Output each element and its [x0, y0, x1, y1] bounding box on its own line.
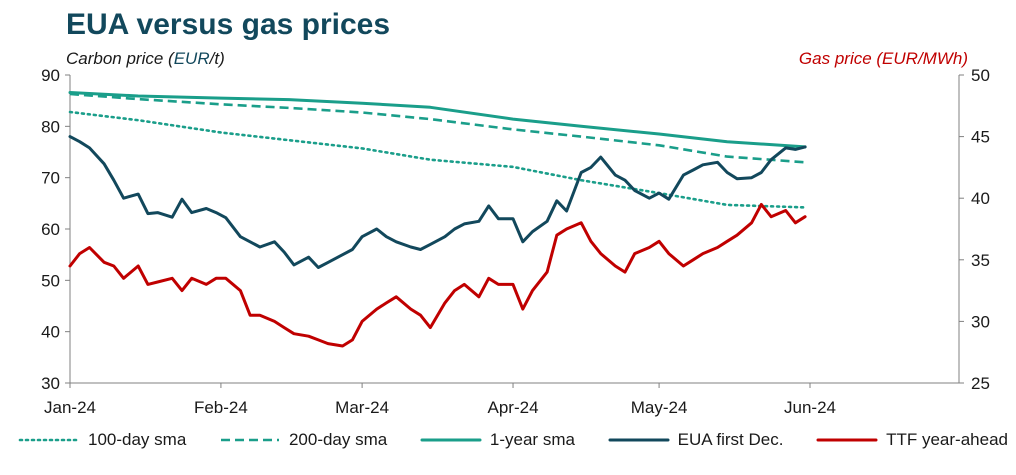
- left-tick-label: 90: [41, 66, 60, 85]
- legend-label: 100-day sma: [88, 430, 187, 449]
- legend-label: EUA first Dec.: [677, 430, 784, 449]
- series-line-200-day-sma: [69, 92, 806, 164]
- legend-label: 200-day sma: [288, 430, 388, 449]
- series-line-100-day-sma: [68, 110, 807, 209]
- legend: 100-day sma 200-day sma 1-year sma EUA firs…: [18, 430, 1008, 450]
- x-tick-label: Mar-24: [335, 398, 389, 417]
- left-axis-title: Carbon price (EUR/t): [66, 49, 225, 69]
- legend-swatch: [608, 438, 670, 442]
- legend-swatch: [420, 438, 482, 442]
- left-axis-title-suffix: /t): [209, 49, 225, 68]
- series-line-1-year-sma: [68, 91, 807, 149]
- legend-label: 1-year sma: [489, 430, 575, 449]
- legend-item: 1-year sma: [420, 430, 575, 450]
- legend-swatch: [18, 438, 80, 442]
- left-tick-label: 60: [41, 220, 60, 239]
- right-axis-title: Gas price (EUR/MWh): [798, 49, 968, 68]
- legend-swatch: [816, 438, 878, 442]
- legend-item: 100-day sma: [18, 430, 186, 450]
- plot-area: 30 40 50 60 70 80 90 25 30 35 40 45 50 Jan-24 Feb-24 Ma…: [41, 66, 990, 417]
- right-tick-label: 45: [971, 128, 990, 147]
- x-tick-label: Jun-24: [784, 398, 836, 417]
- legend-swatch: [220, 438, 279, 442]
- left-tick-label: 70: [41, 169, 60, 188]
- left-axis-title-unit: EUR: [173, 49, 210, 68]
- right-tick-label: 35: [971, 251, 990, 270]
- legend-item: EUA first Dec.: [608, 430, 784, 450]
- legend-item: TTF year-ahead: [816, 430, 1008, 450]
- x-tick-label: Jan-24: [44, 398, 96, 417]
- series-layer: [68, 91, 807, 348]
- left-tick-label: 40: [41, 323, 60, 342]
- x-tick-label: May-24: [631, 398, 688, 417]
- left-tick-label: 50: [41, 271, 60, 290]
- left-axis-title-prefix: Carbon price (: [66, 49, 174, 68]
- series-line-eua-first-dec: [68, 135, 807, 269]
- legend-label: TTF year-ahead: [886, 430, 1008, 449]
- left-tick-label: 30: [41, 374, 60, 393]
- left-tick-label: 80: [41, 117, 60, 136]
- legend-item: 200-day sma: [219, 430, 387, 450]
- axes-layer: 30 40 50 60 70 80 90 25 30 35 40 45 50 Jan-24 Feb-24 Ma…: [41, 66, 990, 417]
- right-tick-label: 40: [971, 189, 990, 208]
- chart-title: EUA versus gas prices: [66, 8, 391, 41]
- right-tick-label: 25: [971, 374, 990, 393]
- right-tick-label: 50: [971, 66, 990, 85]
- series-line-ttf-year-ahead: [68, 202, 807, 348]
- x-tick-label: Feb-24: [194, 398, 248, 417]
- right-tick-label: 30: [971, 312, 990, 331]
- x-tick-label: Apr-24: [488, 398, 539, 417]
